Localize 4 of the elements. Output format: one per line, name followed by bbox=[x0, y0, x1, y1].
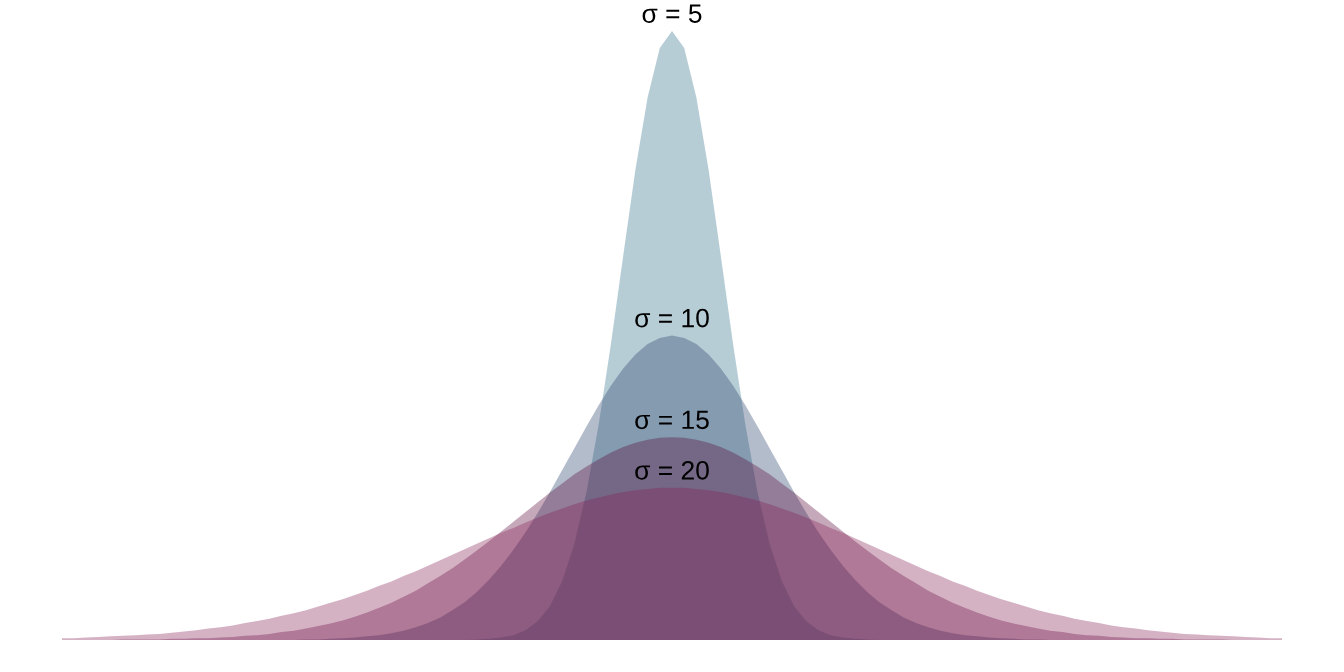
series-label: σ = 10 bbox=[635, 308, 709, 328]
series-label: σ = 15 bbox=[635, 410, 709, 430]
series-label: σ = 5 bbox=[642, 4, 702, 23]
series-label: σ = 20 bbox=[635, 460, 709, 480]
